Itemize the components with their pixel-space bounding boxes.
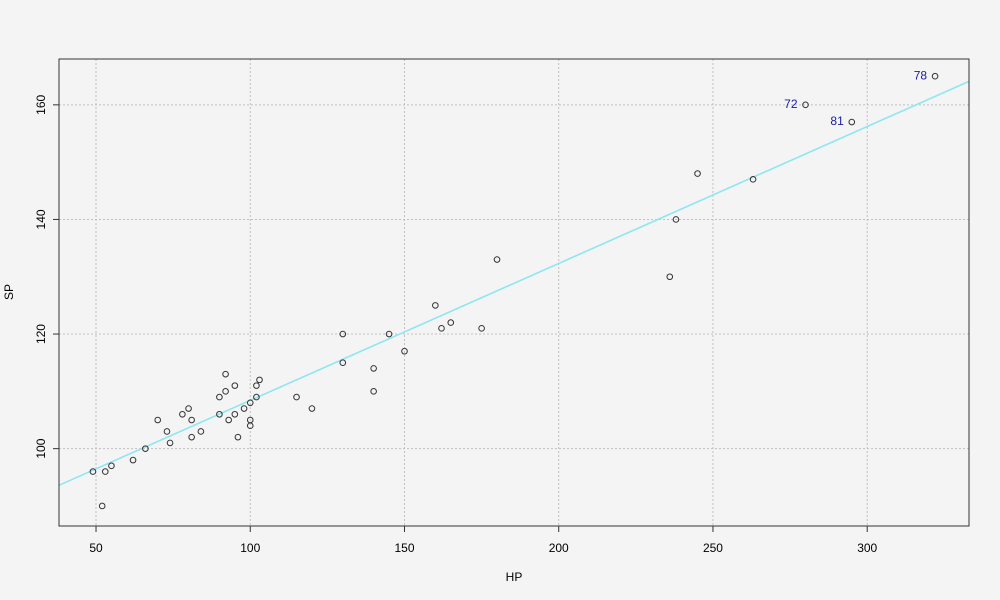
data-point <box>931 72 939 80</box>
data-point <box>225 416 232 424</box>
data-point <box>142 445 149 452</box>
data-point <box>694 170 701 177</box>
data-point <box>129 456 137 464</box>
fit-line-group <box>58 80 970 487</box>
y-axis: 100 120 140 160 <box>34 95 59 459</box>
data-point <box>240 405 248 412</box>
data-point <box>188 433 195 441</box>
point-label: 78 <box>914 68 928 82</box>
fit-line <box>58 80 970 487</box>
point-label: 81 <box>830 114 844 128</box>
data-point <box>385 330 393 338</box>
data-point <box>154 416 162 424</box>
point-labels: 72 81 78 <box>784 68 927 128</box>
data-point <box>253 393 260 401</box>
data-point <box>370 365 377 372</box>
data-point <box>216 410 223 418</box>
data-point <box>188 416 195 424</box>
x-tick-label: 300 <box>857 541 877 555</box>
data-point <box>447 319 455 326</box>
data-point <box>749 176 757 183</box>
data-point <box>478 325 485 332</box>
y-tick-label: 120 <box>34 324 48 344</box>
plot-frame <box>58 58 970 527</box>
data-point <box>293 393 300 401</box>
data-point <box>401 347 408 355</box>
x-axis-label: HP <box>506 570 523 584</box>
data-point <box>163 428 171 435</box>
data-point <box>222 370 229 378</box>
data-point <box>231 382 239 389</box>
data-point <box>802 101 809 109</box>
y-axis-label: SP <box>2 284 16 300</box>
data-point <box>108 462 115 470</box>
data-point <box>101 468 109 475</box>
data-point <box>672 216 680 223</box>
plot-area <box>59 59 969 526</box>
data-point <box>246 399 254 407</box>
data-point <box>432 302 439 309</box>
data-point <box>848 118 856 126</box>
x-tick-label: 250 <box>703 541 723 555</box>
data-point <box>179 410 186 418</box>
y-tick-label: 100 <box>34 438 48 458</box>
data-point <box>256 376 263 384</box>
data-point <box>89 468 97 475</box>
data-point <box>493 256 501 263</box>
data-point <box>666 273 674 281</box>
data-point <box>166 439 174 447</box>
x-tick-label: 200 <box>549 541 569 555</box>
x-tick-label: 100 <box>240 541 260 555</box>
data-point <box>98 502 106 510</box>
data-point <box>197 428 205 435</box>
x-tick-label: 50 <box>89 541 103 555</box>
data-point <box>438 325 445 332</box>
x-tick-label: 150 <box>394 541 414 555</box>
data-point <box>339 330 347 338</box>
data-point <box>308 405 316 412</box>
data-point <box>231 410 239 418</box>
data-point <box>234 433 242 441</box>
data-points <box>89 72 939 510</box>
x-axis: 50 100 150 200 250 300 <box>89 526 878 555</box>
y-tick-label: 160 <box>34 95 48 115</box>
data-point <box>253 382 260 389</box>
data-point <box>222 388 229 395</box>
data-point <box>185 405 192 412</box>
y-tick-label: 140 <box>34 209 48 229</box>
data-point <box>370 388 377 395</box>
data-point <box>339 359 347 366</box>
grid-lines <box>59 59 969 526</box>
data-point <box>246 416 254 424</box>
data-point <box>216 393 223 401</box>
point-label: 72 <box>784 97 798 111</box>
